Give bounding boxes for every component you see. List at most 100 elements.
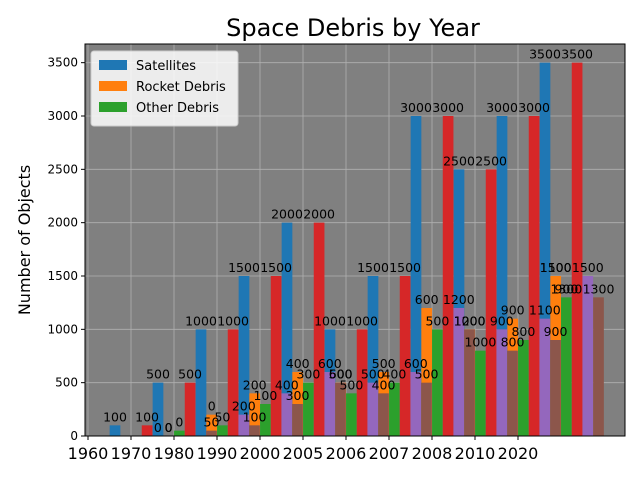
legend-label: Satellites bbox=[136, 59, 196, 74]
bar-label: 2500 bbox=[475, 153, 507, 168]
x-tick-label: 2000 bbox=[240, 444, 281, 463]
legend-box bbox=[90, 50, 239, 127]
legend: Satellites Rocket Debris Other Debris bbox=[90, 50, 239, 127]
bar bbox=[518, 340, 529, 436]
bar-label: 600 bbox=[415, 292, 439, 307]
bar bbox=[421, 382, 432, 436]
bar-label: 200 bbox=[243, 377, 267, 392]
bar-label: 1000 bbox=[454, 313, 486, 328]
x-tick-label: 2005 bbox=[283, 444, 324, 463]
x-tick-label: 1990 bbox=[197, 444, 238, 463]
bar-label: 3500 bbox=[529, 47, 561, 62]
bar-label: 1500 bbox=[540, 260, 572, 275]
y-tick-label: 1500 bbox=[47, 269, 78, 283]
bar bbox=[141, 425, 153, 436]
bar-label: 500 bbox=[372, 356, 396, 371]
bar-label: 100 bbox=[253, 388, 277, 403]
bar-label: 600 bbox=[404, 356, 428, 371]
x-tick-label: 2020 bbox=[498, 444, 539, 463]
bar bbox=[217, 425, 228, 436]
y-axis-label: Number of Objects bbox=[15, 165, 34, 315]
bar bbox=[281, 393, 293, 436]
bar bbox=[485, 169, 497, 437]
bar-label: 1300 bbox=[550, 281, 582, 296]
bar bbox=[324, 372, 336, 436]
y-tick-label: 500 bbox=[55, 376, 78, 390]
bar bbox=[496, 329, 508, 436]
bar-label: 1300 bbox=[583, 281, 615, 296]
bars bbox=[109, 62, 604, 437]
x-tick-label: 1980 bbox=[154, 444, 195, 463]
bar-label: 0 bbox=[165, 420, 173, 435]
x-tick-label: 1960 bbox=[68, 444, 109, 463]
bar bbox=[550, 340, 561, 436]
bar-label: 400 bbox=[275, 377, 299, 392]
legend-swatch bbox=[99, 81, 127, 91]
bar bbox=[453, 169, 465, 437]
bar-label: 2000 bbox=[271, 207, 303, 222]
x-tick-label: 2006 bbox=[326, 444, 367, 463]
bar-label: 1200 bbox=[454, 313, 486, 328]
bar-label: 1000 bbox=[314, 313, 346, 328]
bar bbox=[227, 329, 239, 436]
x-tick-label: 2008 bbox=[412, 444, 453, 463]
bar-label: 1000 bbox=[185, 313, 217, 328]
bar-label: 400 bbox=[382, 367, 406, 382]
bar-label: 600 bbox=[329, 367, 353, 382]
bar-label: 500 bbox=[146, 367, 170, 382]
bar-label: 1500 bbox=[572, 260, 604, 275]
bar bbox=[453, 308, 465, 436]
bar-label: 500 bbox=[425, 313, 449, 328]
bar-label: 0 bbox=[165, 420, 173, 435]
bar bbox=[593, 297, 604, 436]
bar bbox=[421, 308, 433, 436]
bar-label: 3000 bbox=[400, 100, 432, 115]
bar bbox=[464, 329, 475, 436]
bar bbox=[109, 425, 121, 436]
bar bbox=[303, 382, 314, 436]
bar-label: 1500 bbox=[357, 260, 389, 275]
y-tick-label: 0 bbox=[70, 429, 78, 443]
bar bbox=[270, 276, 282, 436]
bar bbox=[249, 393, 261, 436]
bar-label: 300 bbox=[286, 388, 310, 403]
y-tick-label: 3000 bbox=[47, 109, 78, 123]
bar-label: 100 bbox=[103, 409, 127, 424]
bar-label: 3500 bbox=[561, 47, 593, 62]
bar bbox=[399, 276, 411, 436]
bar-label: 3000 bbox=[486, 100, 518, 115]
bar bbox=[174, 430, 185, 436]
bar bbox=[432, 329, 443, 436]
bar-label: 3000 bbox=[518, 100, 550, 115]
bar-label: 400 bbox=[286, 356, 310, 371]
legend-swatch bbox=[99, 60, 127, 70]
bar-label: 900 bbox=[490, 313, 514, 328]
bar bbox=[346, 393, 357, 436]
bar bbox=[356, 329, 368, 436]
bar bbox=[206, 414, 218, 436]
bar-label: 500 bbox=[415, 367, 439, 382]
bar-label: 2000 bbox=[303, 207, 335, 222]
y-tick-label: 1000 bbox=[47, 322, 78, 336]
bar-label: 100 bbox=[135, 409, 159, 424]
bar bbox=[378, 393, 389, 436]
plot-frame bbox=[84, 43, 626, 437]
bar bbox=[410, 372, 422, 436]
x-axis: 1960 1970 1980 1990 2000 2005 2006 2007 2008 2010… bbox=[68, 436, 539, 463]
y-tick-label: 2500 bbox=[47, 162, 78, 176]
bar bbox=[238, 414, 250, 436]
bar bbox=[539, 318, 551, 436]
bar bbox=[442, 116, 454, 436]
legend-swatch bbox=[99, 102, 127, 112]
bar-label: 1000 bbox=[464, 335, 496, 350]
bar bbox=[582, 276, 594, 436]
bar-label: 800 bbox=[501, 335, 525, 350]
bar bbox=[292, 404, 303, 436]
bar-label: 200 bbox=[232, 399, 256, 414]
bar bbox=[367, 382, 379, 436]
bar-label: 1200 bbox=[443, 292, 475, 307]
bar-label: 1100 bbox=[540, 260, 572, 275]
bar bbox=[561, 297, 572, 436]
bar-label: 300 bbox=[296, 367, 320, 382]
